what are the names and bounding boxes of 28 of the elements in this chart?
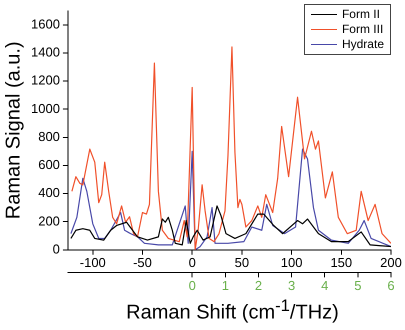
x2-tick-label: 4: [321, 278, 328, 293]
y-tick-label: 800: [38, 128, 60, 144]
x-tick-label: -50: [133, 255, 152, 270]
y-tick-label: 1200: [31, 72, 60, 88]
x2-tick-label: 6: [387, 278, 395, 293]
x-tick-label: 0: [188, 255, 196, 270]
x2-tick-label: 2: [254, 278, 262, 293]
y-tick-label: 1000: [31, 100, 60, 116]
x2-tick-label: 1: [222, 278, 229, 293]
x-tick-label: 100: [280, 255, 302, 270]
x2-tick-label: 5: [354, 278, 362, 293]
y-tick-label: 400: [38, 185, 60, 200]
x-axis-title: Raman Shift (cm$^{-1}$/THz): [125, 296, 340, 325]
x2-tick-label: 0: [188, 278, 196, 293]
legend-label: Hydrate: [342, 37, 384, 52]
y-tick-label: 1400: [31, 44, 60, 60]
y-tick-label: 600: [38, 157, 60, 172]
y-tick-label: 200: [38, 213, 60, 228]
x2-tick-label: 3: [288, 278, 296, 293]
legend-label: Form II: [342, 7, 380, 22]
y-axis-title: Raman Signal (a.u.): [2, 41, 25, 220]
y-tick-label: 0: [52, 241, 60, 256]
y-tick-label: 1600: [31, 16, 60, 32]
x-tick-label: -100: [80, 255, 106, 270]
x-tick-label: 50: [234, 255, 250, 270]
x-tick-label: 150: [330, 255, 352, 270]
x-tick-label: 200: [380, 255, 402, 270]
legend-label: Form III: [342, 22, 384, 37]
